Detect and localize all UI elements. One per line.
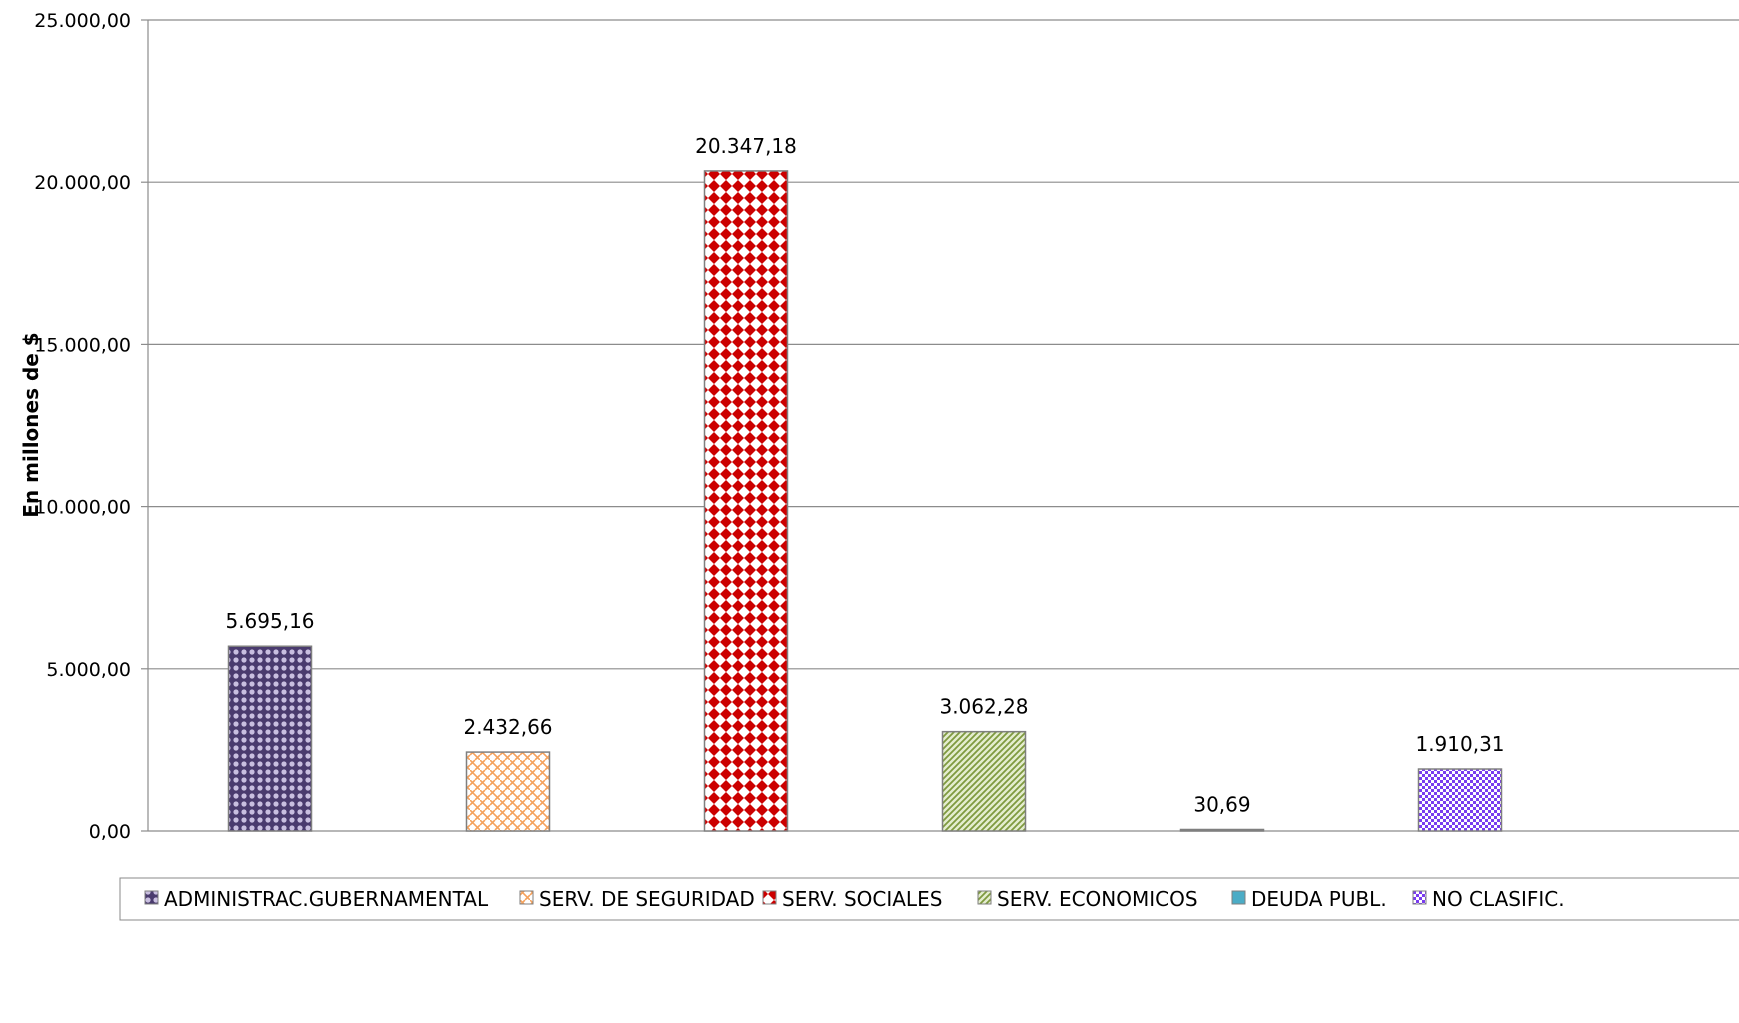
legend-label: ADMINISTRAC.GUBERNAMENTAL [164,887,489,911]
y-tick-label: 20.000,00 [34,172,131,194]
legend-swatch [519,890,534,905]
y-axis-label: En millones de $ [19,332,43,517]
data-label: 5.695,16 [225,609,314,633]
y-tick-label: 10.000,00 [34,497,131,519]
y-tick-label: 5.000,00 [46,659,131,681]
data-labels: 5.695,16 2.432,66 20.347,18 3.062,28 30,69 1.… [225,134,1504,817]
bars [227,170,1503,832]
legend-label: SERV. DE SEGURIDAD [539,887,755,911]
y-tick-label: 25.000,00 [34,10,131,32]
legend-label: SERV. ECONOMICOS [997,887,1198,911]
data-label: 1.910,31 [1415,732,1504,756]
y-tick-label: 15.000,00 [34,334,131,356]
legend-label: SERV. SOCIALES [782,887,942,911]
bar-serv-economicos [941,730,1027,832]
data-label: 30,69 [1193,793,1250,817]
legend-label: DEUDA PUBL. [1251,887,1387,911]
data-label: 3.062,28 [939,695,1028,719]
grid-lines [148,19,1739,670]
legend-label: NO CLASIFIC. [1432,887,1565,911]
bar-serv-sociales [703,170,789,832]
y-tick-label: 0,00 [89,821,131,843]
legend-swatch [762,890,777,905]
legend-swatch [977,890,992,905]
legend-swatch [144,890,159,905]
bar-no-clasific [1417,768,1503,832]
legend-box [119,877,1739,921]
data-label: 2.432,66 [463,715,552,739]
data-label: 20.347,18 [695,134,797,158]
bar-serv-de-seguridad [465,751,551,832]
legend-swatch [1412,890,1427,905]
legend: ADMINISTRAC.GUBERNAMENTAL SERV. DE SEGURI… [119,877,1739,921]
legend-swatch [1231,890,1246,905]
bar-administrac-gubernamental [227,645,313,832]
bar-deuda-publ [1179,828,1265,832]
